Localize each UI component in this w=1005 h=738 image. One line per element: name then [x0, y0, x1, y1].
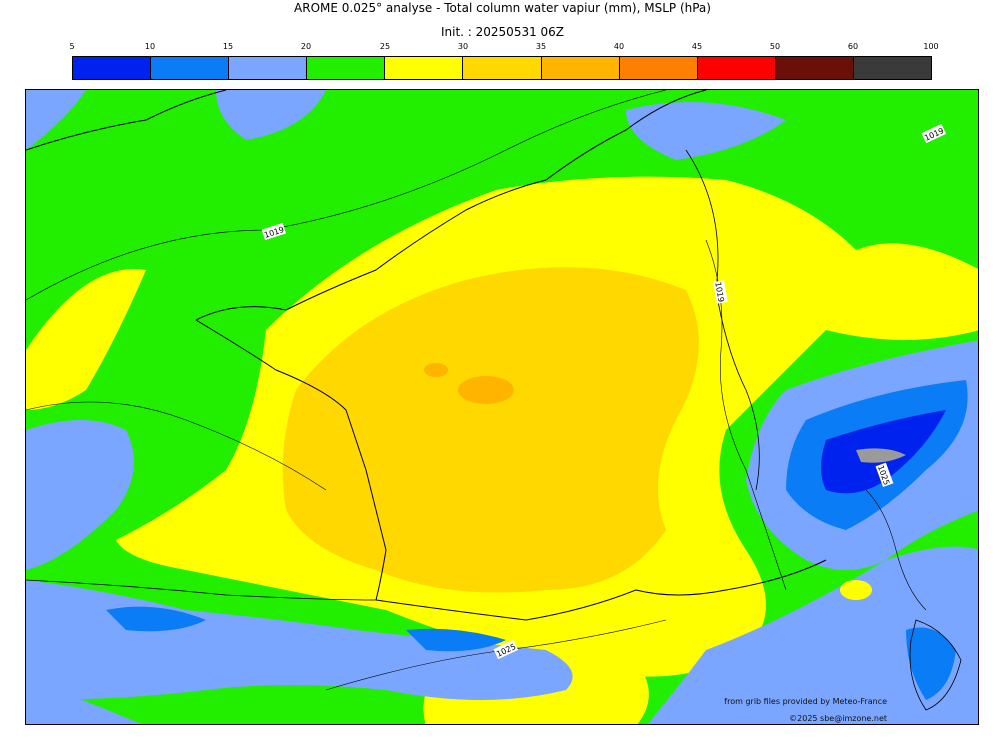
colorbar-tick-20: 20: [300, 42, 312, 51]
field-blue-pyrenees-1: [106, 606, 206, 632]
field-lightblue-sw: [26, 680, 142, 724]
colorbar-tick-40: 40: [613, 42, 625, 51]
colorbar-tick-25: 25: [379, 42, 391, 51]
colorbar-tick-5: 5: [69, 42, 75, 51]
field-gold-core: [282, 267, 699, 593]
coastline-atlantic: [195, 319, 387, 601]
field-lightblue-atlantic: [26, 420, 134, 570]
colorbar-tick-45: 45: [691, 42, 703, 51]
coastline-south: [375, 559, 827, 621]
colorbar: [72, 56, 932, 80]
field-lightblue-nw: [26, 90, 86, 150]
isobar-label-2: 1019: [713, 280, 728, 304]
coastline-spain: [26, 579, 377, 601]
colorbar-tick-100: 100: [923, 42, 939, 51]
colorbar-segment-2: [151, 57, 230, 79]
field-yellow-west: [26, 269, 146, 410]
colorbar-segment-8: [619, 57, 698, 79]
chart-subtitle: Init. : 20250531 06Z: [440, 25, 565, 39]
colorbar-tick-30: 30: [457, 42, 469, 51]
isobar-3: [26, 401, 327, 491]
colorbar-segment-9: [697, 57, 776, 79]
water-vapour-field: 1019 1019 1019 1025 1025: [26, 90, 978, 724]
colorbar-segment-11: [853, 57, 932, 79]
coastline-england: [26, 90, 227, 151]
field-orange-spot-1: [458, 376, 514, 404]
colorbar-segment-6: [463, 57, 542, 79]
colorbar-segment-1: [73, 57, 152, 79]
field-blue-pyrenees-2: [406, 628, 506, 652]
colorbar-tick-35: 35: [535, 42, 547, 51]
isobar-5: [865, 489, 927, 611]
field-lightblue-med: [647, 546, 978, 724]
chart-title: AROME 0.025° analyse - Total column wate…: [294, 1, 711, 15]
field-grey-alps: [856, 448, 906, 463]
field-yellow-genoa: [840, 580, 872, 600]
coastline-channel: [195, 90, 707, 321]
copyright-credit: ©2025 sbe@imzone.net: [789, 714, 887, 723]
weather-map: 1019 1019 1019 1025 1025: [25, 89, 979, 725]
colorbar-segment-10: [775, 57, 854, 79]
colorbar-tick-15: 15: [222, 42, 234, 51]
border-east: [685, 149, 760, 491]
colorbar-tick-50: 50: [769, 42, 781, 51]
colorbar-segment-5: [385, 57, 464, 79]
colorbar-segment-4: [307, 57, 386, 79]
isobar-1: [26, 90, 667, 301]
colorbar-segment-7: [541, 57, 620, 79]
coastline-corsica: [909, 619, 962, 711]
data-source-credit: from grib files provided by Meteo-France: [724, 697, 887, 706]
field-lightblue-northsea: [626, 102, 786, 160]
colorbar-tick-10: 10: [144, 42, 156, 51]
colorbar-tick-60: 60: [847, 42, 859, 51]
field-orange-spot-2: [424, 363, 448, 377]
field-blue-corsica: [906, 627, 956, 700]
isobar-label-2-text: 1019: [713, 281, 725, 303]
colorbar-segment-3: [229, 57, 308, 79]
field-lightblue-north: [216, 90, 326, 140]
